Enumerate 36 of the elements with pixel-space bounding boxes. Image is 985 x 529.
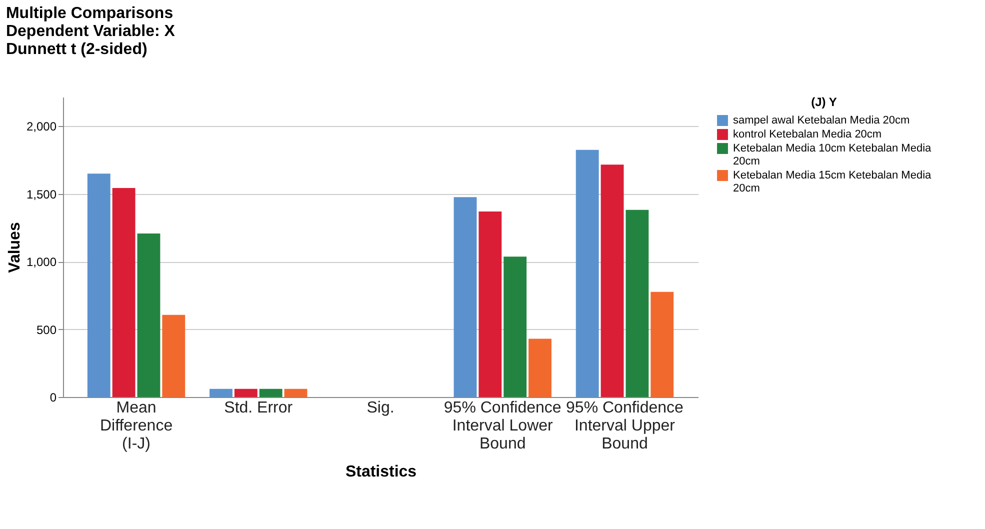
x-axis-title: Statistics <box>345 464 417 480</box>
x-tick-label: Mean Difference (I-J) <box>100 400 173 452</box>
text: Dependent Variable: X <box>6 23 175 40</box>
legend-title: (J) Y <box>811 95 837 109</box>
bar <box>259 388 282 397</box>
x-tick-label: Sig. <box>366 400 394 416</box>
y-tick-label: 1,500 <box>26 187 57 202</box>
bar <box>504 256 527 397</box>
y-tick-label: 1,000 <box>26 255 57 270</box>
bar <box>454 197 477 397</box>
legend-label: Ketebalan Media 15cm Ketebalan Media 20cm <box>733 170 932 194</box>
bar <box>600 164 624 397</box>
text: Dunnett t (2-sided) <box>6 41 148 58</box>
text: Multiple Comparisons <box>6 5 174 22</box>
legend-label: kontrol Ketebalan Media 20cm <box>733 128 882 140</box>
bar <box>112 188 136 397</box>
bar <box>478 211 502 397</box>
x-tick-label: Std. Error <box>224 400 294 416</box>
y-tick-label: 0 <box>50 390 57 404</box>
x-tick-label: 95% Confidence Interval Lower Bound <box>444 400 562 452</box>
bar <box>576 150 599 397</box>
y-axis-title: Values <box>6 222 24 273</box>
legend-label: Ketebalan Media 10cm Ketebalan Media 20cm <box>733 142 932 168</box>
bar <box>626 210 649 397</box>
y-tick-label: 2,000 <box>26 120 57 134</box>
bar <box>284 388 308 397</box>
bar <box>162 314 186 397</box>
y-tick-label: 500 <box>36 322 57 337</box>
bar <box>210 388 232 397</box>
x-tick-label: 95% Confidence Interval Upper Bound <box>566 400 684 452</box>
bar <box>528 338 552 397</box>
bar <box>234 388 258 397</box>
bar <box>87 174 110 397</box>
bar <box>137 234 160 397</box>
bar <box>650 292 674 397</box>
legend-label: sampel awal Ketebalan Media 20cm <box>733 114 910 126</box>
